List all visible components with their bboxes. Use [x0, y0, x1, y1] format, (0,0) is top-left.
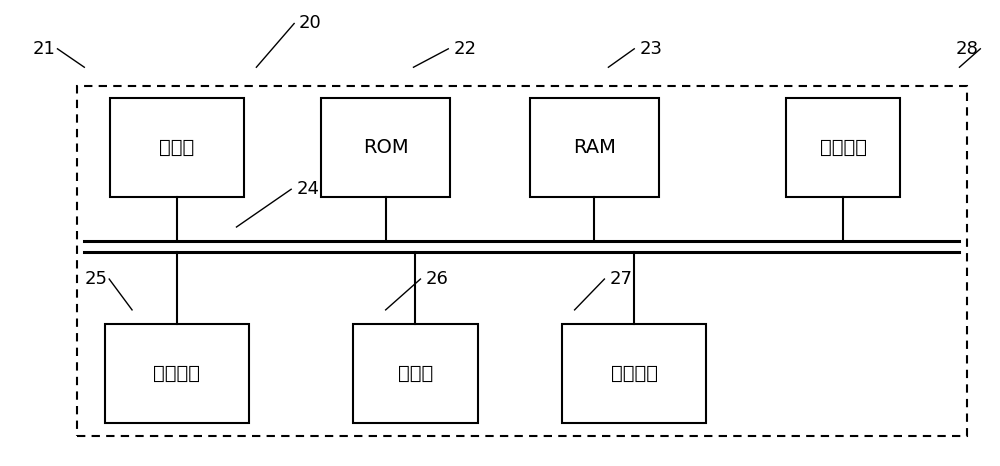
- Text: 存储器: 存储器: [159, 138, 194, 158]
- Text: 处理器: 处理器: [398, 364, 433, 383]
- Text: 接口单元: 接口单元: [820, 138, 867, 158]
- Bar: [353, 324, 478, 423]
- Text: 显示装置: 显示装置: [611, 364, 658, 383]
- Text: 20: 20: [299, 14, 322, 33]
- Text: 23: 23: [639, 40, 662, 58]
- Text: 28: 28: [955, 40, 978, 58]
- Text: 26: 26: [425, 270, 448, 288]
- Bar: [105, 324, 249, 423]
- Bar: [77, 86, 967, 436]
- Bar: [530, 98, 659, 197]
- Text: 24: 24: [296, 180, 319, 198]
- Bar: [786, 98, 900, 197]
- Bar: [321, 98, 450, 197]
- Text: 22: 22: [453, 40, 476, 58]
- Text: 25: 25: [84, 270, 107, 288]
- Text: RAM: RAM: [573, 138, 616, 158]
- Bar: [110, 98, 244, 197]
- Text: 27: 27: [609, 270, 632, 288]
- Bar: [562, 324, 706, 423]
- Text: 输入装置: 输入装置: [153, 364, 200, 383]
- Text: 21: 21: [33, 40, 55, 58]
- Text: ROM: ROM: [363, 138, 408, 158]
